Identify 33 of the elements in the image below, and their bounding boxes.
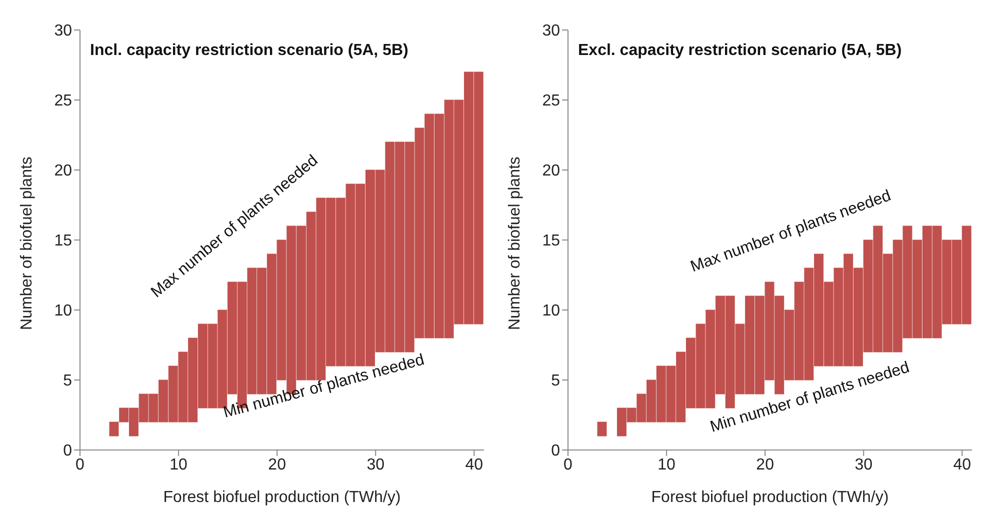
x-axis-title: Forest biofuel production (TWh/y) xyxy=(651,489,889,506)
y-tick-label: 5 xyxy=(63,372,72,390)
y-tick-label: 30 xyxy=(54,22,72,40)
y-tick-label: 5 xyxy=(551,372,560,390)
annotation: Min number of plants needed xyxy=(708,359,912,438)
y-tick-label: 30 xyxy=(542,22,560,40)
y-axis-title: Number of biofuel plants xyxy=(506,156,524,330)
y-tick-label: 25 xyxy=(542,92,560,110)
y-tick-label: 25 xyxy=(54,92,72,110)
x-tick-label: 10 xyxy=(170,456,188,474)
x-tick-label: 0 xyxy=(564,456,573,474)
x-tick-label: 20 xyxy=(268,456,286,474)
annotation: Min number of plants needed xyxy=(222,351,427,423)
bar xyxy=(597,422,607,436)
text: Incl. capacity restriction scenario (5A, 5B) xyxy=(90,42,408,60)
y-tick-label: 10 xyxy=(542,302,560,320)
x-tick-label: 10 xyxy=(658,456,676,474)
y-axis-title: Number of biofuel plants xyxy=(18,156,36,330)
text: Excl. capacity restriction scenario (5A, 5B) xyxy=(578,42,902,60)
y-tick-label: 20 xyxy=(542,162,560,180)
x-tick-label: 20 xyxy=(756,456,774,474)
x-tick-label: 40 xyxy=(953,456,972,474)
x-tick-label: 30 xyxy=(366,456,385,474)
y-tick-label: 20 xyxy=(54,162,72,180)
x-tick-label: 40 xyxy=(465,456,484,474)
y-tick-label: 10 xyxy=(54,302,72,320)
y-tick-label: 0 xyxy=(63,442,72,460)
y-tick-label: 15 xyxy=(54,232,72,250)
y-tick-label: 0 xyxy=(551,442,560,460)
x-axis-title: Forest biofuel production (TWh/y) xyxy=(163,489,401,506)
y-tick-label: 15 xyxy=(542,232,560,250)
x-tick-label: 30 xyxy=(854,456,873,474)
x-tick-label: 0 xyxy=(76,456,85,474)
